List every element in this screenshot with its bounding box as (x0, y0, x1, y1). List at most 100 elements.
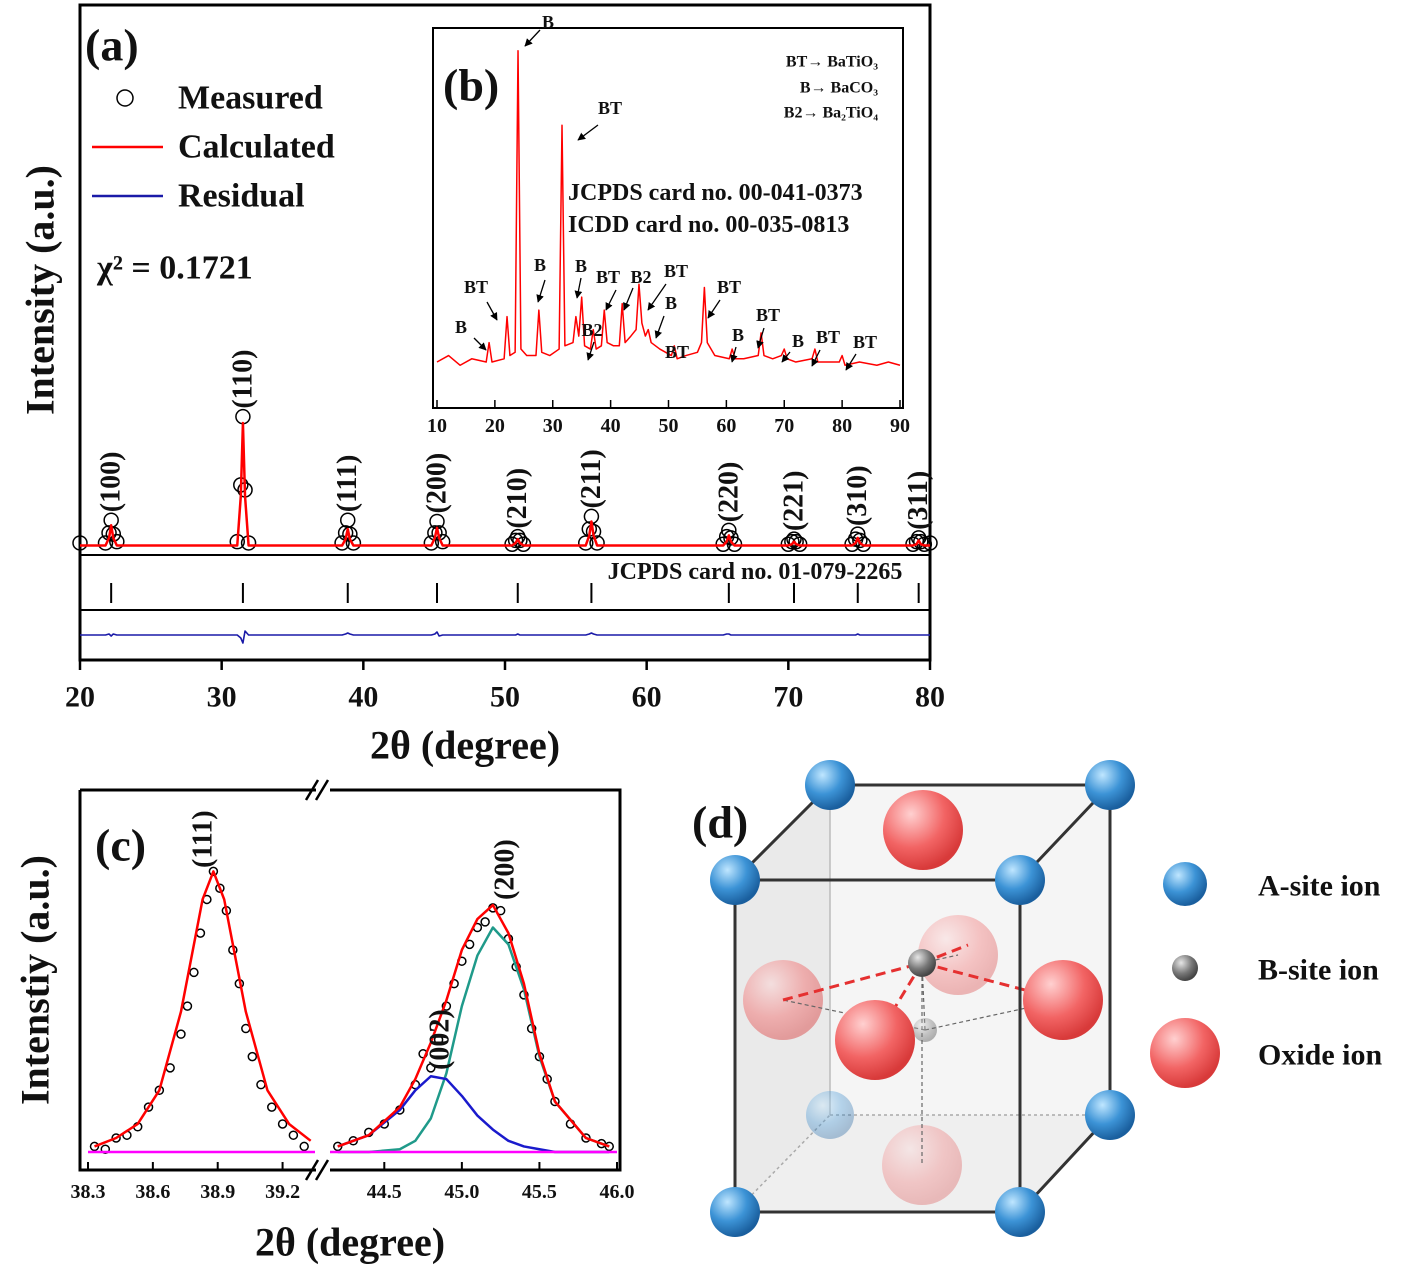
measured-point (97, 535, 114, 551)
legend-label: Residual (178, 178, 305, 215)
note: ICDD card no. 00-035-0813 (568, 212, 849, 238)
annotation-arrow (756, 327, 765, 349)
legend-text: B-site ion (1258, 954, 1379, 987)
measured-point (111, 1133, 121, 1143)
annotation-arrow (524, 29, 541, 47)
peak-label: (100) (96, 452, 127, 513)
measured-point (176, 1029, 186, 1039)
peak-annotation: BT (665, 342, 689, 362)
a-site-ion (995, 1187, 1045, 1237)
peak-label: (210) (502, 468, 533, 529)
peak-annotation: BT (596, 267, 620, 287)
x-tick-label: 38.6 (135, 1181, 170, 1203)
legend-text: BT→ BaTiO₃ (786, 54, 878, 71)
peak-annotation: BT (717, 277, 741, 297)
measured-point (786, 531, 802, 547)
measured-point (235, 408, 251, 425)
a-site-ion (806, 1091, 854, 1139)
x-axis-label: 2θ (degree) (255, 1220, 445, 1265)
annotation-arrow (536, 279, 546, 303)
x-tick-label: 30 (543, 415, 563, 437)
x-tick-label: 50 (659, 415, 679, 437)
axis-break (304, 779, 330, 1181)
annotation-arrow (811, 349, 821, 367)
measured-point (423, 535, 440, 551)
measured-point (515, 536, 532, 552)
a-site-ion (710, 855, 760, 905)
measured-point (208, 866, 219, 877)
measured-point (348, 1136, 359, 1146)
measured-point (333, 1141, 343, 1152)
measured-point (89, 1141, 100, 1152)
x-tick-label: 39.2 (265, 1181, 300, 1203)
peak-label: (310) (842, 465, 873, 526)
x-tick-label: 38.3 (71, 1181, 106, 1203)
legend-symbol (1172, 955, 1198, 981)
perovskite-diagram (710, 760, 1220, 1237)
series-line (337, 1075, 610, 1154)
measured-point (581, 1133, 591, 1143)
annotation-arrow (605, 289, 617, 311)
x-tick-label: 45.0 (444, 1181, 479, 1203)
chi-square: χ² = 0.1721 (96, 250, 253, 287)
frame-c (78, 788, 622, 1172)
peak-annotation: BT (598, 98, 622, 118)
x-axis-label: 2θ (degree) (370, 723, 560, 768)
x-tick-label: 30 (207, 681, 237, 714)
x-tick-label: 38.9 (200, 1181, 235, 1203)
peak-annotation: BT (816, 327, 840, 347)
b-site-ion (913, 1018, 937, 1042)
legend-text: B→ BaCO₃ (800, 80, 878, 97)
annotation-arrow (586, 341, 595, 361)
peak-label: (221) (779, 471, 810, 532)
peak-annotation: B (792, 331, 804, 351)
series-line (80, 630, 930, 644)
measured-point (788, 533, 804, 550)
peak-annotation: B (665, 293, 677, 313)
cube-edge (733, 878, 1022, 1214)
legend-symbol (116, 89, 134, 107)
peak-annotation: B (575, 256, 587, 276)
x-tick-label: 45.5 (522, 1181, 557, 1203)
legend-symbol (1150, 1018, 1220, 1088)
measured-point (589, 535, 605, 551)
measured-point (334, 535, 350, 551)
series-line (337, 903, 610, 1148)
x-tick-label: 90 (890, 415, 910, 437)
peak-annotation: B (732, 325, 744, 345)
measured-point (345, 535, 362, 551)
peak-label: (311) (903, 471, 934, 530)
peak-label: (111) (188, 810, 219, 868)
annotation-arrow (473, 337, 487, 351)
measured-point (277, 1119, 288, 1129)
measured-point (604, 1141, 614, 1152)
peak-label: (211) (576, 449, 607, 508)
x-tick-label: 46.0 (600, 1181, 635, 1203)
measured-point (215, 883, 225, 893)
x-tick-label: 60 (716, 415, 736, 437)
annotation-arrow (781, 351, 791, 363)
measured-point (256, 1079, 266, 1090)
hidden-edge (734, 1114, 831, 1213)
measured-point (852, 532, 868, 549)
panel-label: (b) (443, 60, 499, 111)
measured-point (109, 533, 125, 550)
y-axis-label: Intenstiy (a.u.) (13, 855, 58, 1105)
oxide-ion (835, 1000, 915, 1080)
panel-label: (a) (85, 20, 139, 71)
b-site-ion (908, 949, 936, 977)
a-site-ion (995, 855, 1045, 905)
frame-b (432, 27, 904, 409)
a-site-ion (710, 1187, 760, 1237)
measured-point (726, 536, 743, 552)
series-line (80, 421, 930, 547)
x-tick-label: 10 (427, 415, 447, 437)
x-tick-label: 44.5 (367, 1181, 402, 1203)
measured-point (449, 978, 459, 989)
measured-point (299, 1141, 309, 1152)
measured-point (512, 532, 528, 549)
measured-point (182, 1001, 193, 1011)
bond-line (782, 954, 1064, 1165)
y-axis-label: Intensity (a.u.) (18, 165, 63, 415)
legend-symbol (1163, 862, 1207, 906)
